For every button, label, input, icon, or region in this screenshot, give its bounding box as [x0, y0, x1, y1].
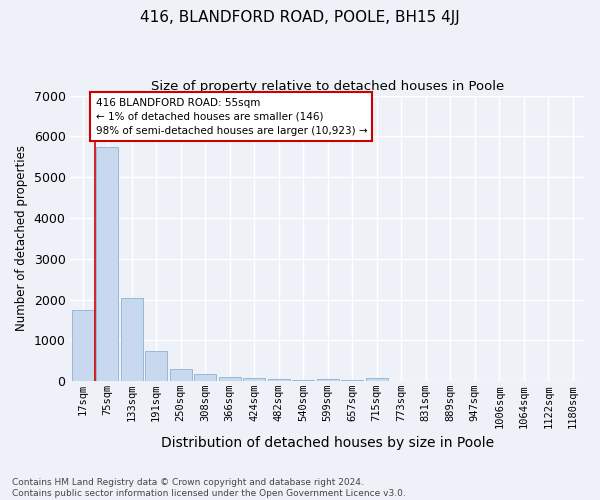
- Title: Size of property relative to detached houses in Poole: Size of property relative to detached ho…: [151, 80, 505, 93]
- X-axis label: Distribution of detached houses by size in Poole: Distribution of detached houses by size …: [161, 436, 494, 450]
- Bar: [121, 298, 143, 381]
- Bar: [71, 310, 94, 381]
- Bar: [292, 380, 314, 381]
- Text: Contains HM Land Registry data © Crown copyright and database right 2024.
Contai: Contains HM Land Registry data © Crown c…: [12, 478, 406, 498]
- Bar: [96, 146, 118, 381]
- Y-axis label: Number of detached properties: Number of detached properties: [15, 146, 28, 332]
- Bar: [243, 378, 265, 381]
- Bar: [145, 350, 167, 381]
- Bar: [218, 378, 241, 381]
- Bar: [317, 378, 339, 381]
- Bar: [268, 379, 290, 381]
- Bar: [341, 380, 363, 381]
- Bar: [170, 369, 192, 381]
- Bar: [365, 378, 388, 381]
- Text: 416 BLANDFORD ROAD: 55sqm
← 1% of detached houses are smaller (146)
98% of semi-: 416 BLANDFORD ROAD: 55sqm ← 1% of detach…: [95, 98, 367, 136]
- Bar: [194, 374, 216, 381]
- Text: 416, BLANDFORD ROAD, POOLE, BH15 4JJ: 416, BLANDFORD ROAD, POOLE, BH15 4JJ: [140, 10, 460, 25]
